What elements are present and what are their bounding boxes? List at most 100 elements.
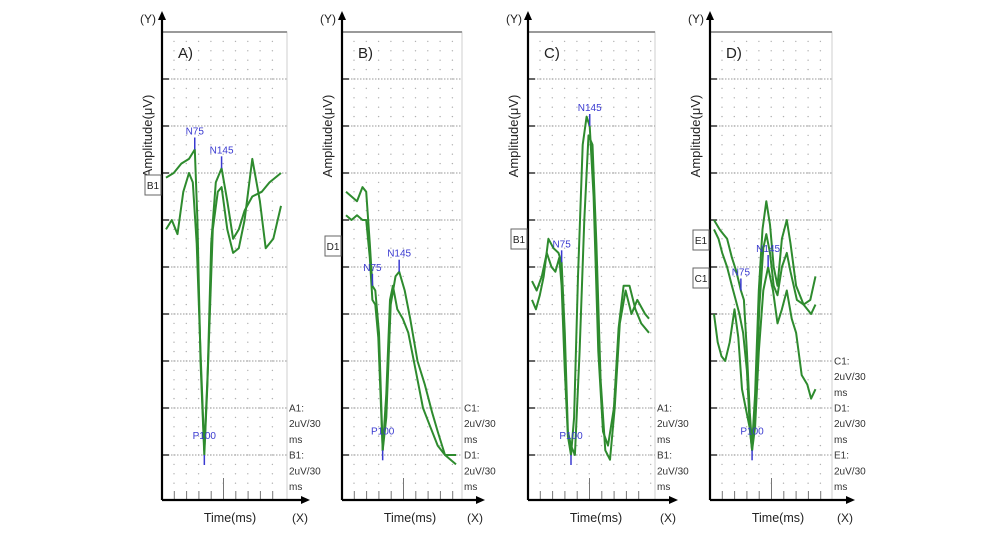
y-axis-tag: (Y) bbox=[320, 12, 336, 26]
scale-note: D1: bbox=[464, 451, 480, 462]
scale-note: C1: bbox=[464, 404, 480, 415]
svg-text:N75: N75 bbox=[363, 263, 382, 274]
svg-text:C1: C1 bbox=[695, 274, 708, 285]
scale-note: A1: bbox=[657, 404, 672, 415]
x-axis-tag: (X) bbox=[660, 511, 676, 525]
x-axis-tag: (X) bbox=[467, 511, 483, 525]
panel-label: C) bbox=[544, 45, 560, 62]
trace-e1 bbox=[713, 228, 817, 452]
svg-text:N145: N145 bbox=[578, 103, 602, 114]
svg-text:N145: N145 bbox=[756, 244, 780, 255]
scale-note: ms bbox=[289, 435, 302, 446]
trace-b1 bbox=[165, 157, 282, 452]
x-axis-label: Time(ms) bbox=[384, 511, 436, 525]
y-axis-arrow-icon bbox=[158, 11, 166, 20]
grid-dots bbox=[721, 40, 822, 484]
scale-note: ms bbox=[834, 388, 847, 399]
scale-note: B1: bbox=[657, 451, 672, 462]
peak-marker-n145: N145 bbox=[210, 145, 234, 169]
svg-text:P100: P100 bbox=[559, 431, 583, 442]
y-axis-label: Amplitude(μV) bbox=[320, 95, 335, 178]
channel-tag-c1: C1 bbox=[692, 267, 710, 289]
scale-note: 2uV/30 bbox=[657, 419, 689, 430]
y-axis-arrow-icon bbox=[338, 11, 346, 20]
peak-marker-p100: P100 bbox=[371, 426, 395, 461]
peak-marker-p100: P100 bbox=[559, 431, 583, 465]
trace-a1 bbox=[531, 115, 650, 456]
x-axis-label: Time(ms) bbox=[752, 511, 804, 525]
scale-note: B1: bbox=[289, 451, 304, 462]
svg-text:N145: N145 bbox=[387, 249, 411, 260]
panel-label: D) bbox=[726, 45, 742, 62]
panel-label: A) bbox=[178, 45, 193, 62]
panel-d: (Y) Amplitude(μV) Time(ms) (X) D) E1 C1 C1: 2uV/… bbox=[688, 11, 866, 525]
y-axis-tag: (Y) bbox=[140, 12, 156, 26]
y-axis-tag: (Y) bbox=[506, 12, 522, 26]
scale-note: ms bbox=[464, 435, 477, 446]
plot-frame bbox=[527, 31, 656, 501]
scale-note: E1: bbox=[834, 451, 849, 462]
panel-b: (Y) Amplitude(μV) Time(ms) (X) B) D1 C1: 2uV/30… bbox=[320, 11, 496, 525]
channel-tag-d1: D1 bbox=[324, 235, 342, 257]
peak-marker-n75: N75 bbox=[186, 127, 205, 150]
scale-note: C1: bbox=[834, 356, 850, 367]
scale-note: ms bbox=[289, 482, 302, 493]
scale-note: ms bbox=[464, 482, 477, 493]
scale-note: ms bbox=[657, 482, 670, 493]
x-axis-arrow-icon bbox=[669, 496, 678, 504]
scale-note: 2uV/30 bbox=[464, 466, 496, 477]
grid-dots bbox=[353, 40, 454, 484]
channel-tag-b1: B1 bbox=[510, 228, 528, 250]
svg-text:N145: N145 bbox=[210, 145, 234, 156]
trace-c1 bbox=[713, 266, 817, 452]
svg-text:P100: P100 bbox=[193, 431, 217, 442]
channel-tag-b1: B1 bbox=[144, 174, 162, 196]
trace-d1 bbox=[713, 200, 817, 447]
x-axis-arrow-icon bbox=[476, 496, 485, 504]
scale-note: 2uV/30 bbox=[657, 466, 689, 477]
scale-note: 2uV/30 bbox=[834, 372, 866, 383]
trace-a1 bbox=[165, 148, 282, 456]
scale-note: 2uV/30 bbox=[834, 466, 866, 477]
scale-note: A1: bbox=[289, 404, 304, 415]
svg-text:P100: P100 bbox=[740, 426, 764, 437]
panel-a: (Y) Amplitude(μV) Time(ms) (X) A) B1 A1: 2uV/30… bbox=[140, 11, 321, 525]
scale-note: D1: bbox=[834, 404, 850, 415]
svg-text:N75: N75 bbox=[732, 268, 751, 279]
peak-marker-n75: N75 bbox=[363, 263, 382, 286]
svg-text:N75: N75 bbox=[552, 239, 571, 250]
scale-note: ms bbox=[834, 482, 847, 493]
scale-note: ms bbox=[657, 435, 670, 446]
svg-text:B1: B1 bbox=[147, 181, 160, 192]
panel-label: B) bbox=[358, 45, 373, 62]
trace-d1 bbox=[345, 214, 456, 456]
x-axis-arrow-icon bbox=[846, 496, 855, 504]
peak-marker-p100: P100 bbox=[193, 431, 217, 465]
svg-text:B1: B1 bbox=[513, 235, 526, 246]
peak-marker-n145: N145 bbox=[756, 244, 781, 267]
x-axis-label: Time(ms) bbox=[204, 511, 256, 525]
y-axis-label: Amplitude(μV) bbox=[140, 95, 155, 178]
scale-note: 2uV/30 bbox=[289, 466, 321, 477]
y-axis-label: Amplitude(μV) bbox=[688, 95, 703, 178]
x-axis-label: Time(ms) bbox=[570, 511, 622, 525]
svg-text:P100: P100 bbox=[371, 426, 395, 437]
y-axis-arrow-icon bbox=[524, 11, 532, 20]
x-axis-tag: (X) bbox=[837, 511, 853, 525]
plot-frame bbox=[341, 31, 463, 501]
y-axis-arrow-icon bbox=[706, 11, 714, 20]
scale-note: 2uV/30 bbox=[289, 419, 321, 430]
peak-marker-p100: P100 bbox=[740, 426, 764, 461]
peak-marker-n75: N75 bbox=[732, 268, 751, 291]
scale-note: 2uV/30 bbox=[834, 419, 866, 430]
x-axis-tag: (X) bbox=[292, 511, 308, 525]
y-axis-tag: (Y) bbox=[688, 12, 704, 26]
svg-text:E1: E1 bbox=[695, 236, 708, 247]
scale-note: 2uV/30 bbox=[464, 419, 496, 430]
trace-b1 bbox=[531, 134, 650, 461]
peak-marker-n75: N75 bbox=[552, 239, 571, 263]
scale-note: ms bbox=[834, 435, 847, 446]
peak-marker-n145: N145 bbox=[578, 103, 602, 126]
svg-text:N75: N75 bbox=[186, 127, 205, 138]
